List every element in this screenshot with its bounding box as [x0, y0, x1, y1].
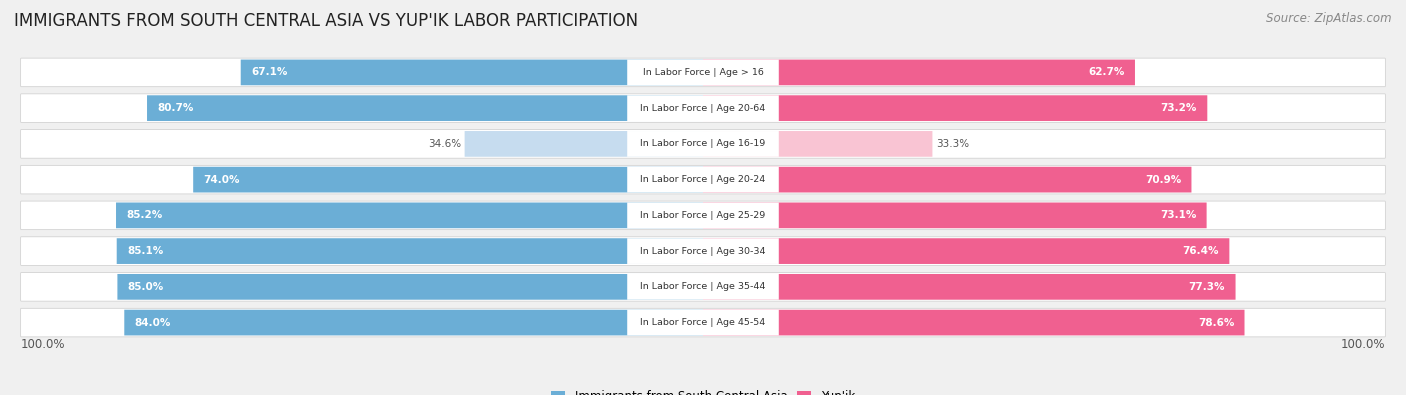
Text: 76.4%: 76.4%	[1182, 246, 1219, 256]
FancyBboxPatch shape	[703, 95, 1208, 121]
FancyBboxPatch shape	[21, 273, 1385, 301]
FancyBboxPatch shape	[627, 203, 779, 228]
Text: In Labor Force | Age 20-24: In Labor Force | Age 20-24	[640, 175, 766, 184]
FancyBboxPatch shape	[117, 203, 703, 228]
Text: 80.7%: 80.7%	[157, 103, 194, 113]
Text: 84.0%: 84.0%	[135, 318, 172, 327]
Text: In Labor Force | Age > 16: In Labor Force | Age > 16	[643, 68, 763, 77]
Text: In Labor Force | Age 25-29: In Labor Force | Age 25-29	[640, 211, 766, 220]
FancyBboxPatch shape	[627, 274, 779, 300]
Text: 34.6%: 34.6%	[427, 139, 461, 149]
FancyBboxPatch shape	[703, 167, 1191, 192]
Text: 100.0%: 100.0%	[1340, 338, 1385, 351]
Text: 73.2%: 73.2%	[1160, 103, 1197, 113]
FancyBboxPatch shape	[703, 274, 1236, 300]
FancyBboxPatch shape	[21, 94, 1385, 122]
FancyBboxPatch shape	[627, 60, 779, 85]
FancyBboxPatch shape	[117, 238, 703, 264]
Text: 77.3%: 77.3%	[1188, 282, 1225, 292]
FancyBboxPatch shape	[703, 203, 1206, 228]
Text: In Labor Force | Age 16-19: In Labor Force | Age 16-19	[640, 139, 766, 149]
Text: 67.1%: 67.1%	[252, 68, 287, 77]
Text: 85.0%: 85.0%	[128, 282, 165, 292]
Text: 100.0%: 100.0%	[21, 338, 66, 351]
Text: 74.0%: 74.0%	[204, 175, 240, 184]
Text: 70.9%: 70.9%	[1144, 175, 1181, 184]
FancyBboxPatch shape	[464, 131, 703, 157]
FancyBboxPatch shape	[703, 60, 1135, 85]
FancyBboxPatch shape	[703, 310, 1244, 335]
FancyBboxPatch shape	[703, 131, 932, 157]
FancyBboxPatch shape	[21, 166, 1385, 194]
FancyBboxPatch shape	[21, 201, 1385, 229]
Text: 78.6%: 78.6%	[1198, 318, 1234, 327]
FancyBboxPatch shape	[703, 238, 1229, 264]
FancyBboxPatch shape	[627, 310, 779, 335]
Text: 62.7%: 62.7%	[1088, 68, 1125, 77]
Text: In Labor Force | Age 20-64: In Labor Force | Age 20-64	[640, 103, 766, 113]
FancyBboxPatch shape	[240, 60, 703, 85]
FancyBboxPatch shape	[21, 237, 1385, 265]
Text: In Labor Force | Age 45-54: In Labor Force | Age 45-54	[640, 318, 766, 327]
FancyBboxPatch shape	[627, 131, 779, 157]
FancyBboxPatch shape	[124, 310, 703, 335]
Text: Source: ZipAtlas.com: Source: ZipAtlas.com	[1267, 12, 1392, 25]
FancyBboxPatch shape	[193, 167, 703, 192]
FancyBboxPatch shape	[118, 274, 703, 300]
FancyBboxPatch shape	[627, 238, 779, 264]
Text: 33.3%: 33.3%	[936, 139, 969, 149]
FancyBboxPatch shape	[627, 95, 779, 121]
Text: 85.1%: 85.1%	[127, 246, 163, 256]
Text: IMMIGRANTS FROM SOUTH CENTRAL ASIA VS YUP'IK LABOR PARTICIPATION: IMMIGRANTS FROM SOUTH CENTRAL ASIA VS YU…	[14, 12, 638, 30]
FancyBboxPatch shape	[21, 130, 1385, 158]
Text: 73.1%: 73.1%	[1160, 211, 1197, 220]
Text: 85.2%: 85.2%	[127, 211, 163, 220]
Text: In Labor Force | Age 30-34: In Labor Force | Age 30-34	[640, 246, 766, 256]
Legend: Immigrants from South Central Asia, Yup'ik: Immigrants from South Central Asia, Yup'…	[547, 385, 859, 395]
FancyBboxPatch shape	[627, 167, 779, 192]
FancyBboxPatch shape	[21, 58, 1385, 87]
FancyBboxPatch shape	[21, 308, 1385, 337]
Text: In Labor Force | Age 35-44: In Labor Force | Age 35-44	[640, 282, 766, 292]
FancyBboxPatch shape	[148, 95, 703, 121]
